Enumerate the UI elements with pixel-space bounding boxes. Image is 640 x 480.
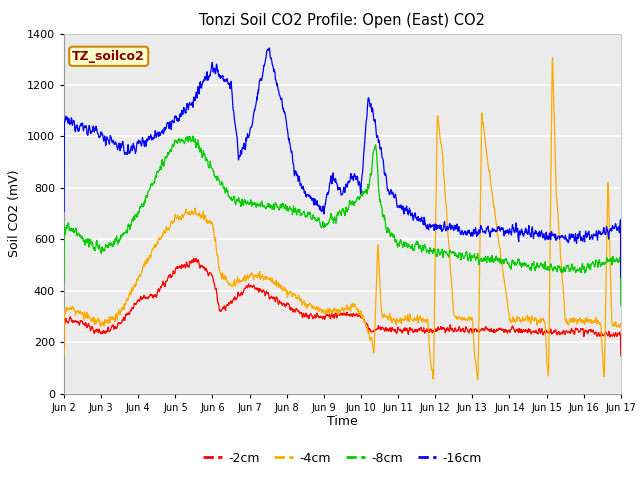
Y-axis label: Soil CO2 (mV): Soil CO2 (mV) xyxy=(8,170,21,257)
Title: Tonzi Soil CO2 Profile: Open (East) CO2: Tonzi Soil CO2 Profile: Open (East) CO2 xyxy=(200,13,485,28)
X-axis label: Time: Time xyxy=(327,415,358,429)
Text: TZ_soilco2: TZ_soilco2 xyxy=(72,50,145,63)
Legend: -2cm, -4cm, -8cm, -16cm: -2cm, -4cm, -8cm, -16cm xyxy=(198,447,487,469)
